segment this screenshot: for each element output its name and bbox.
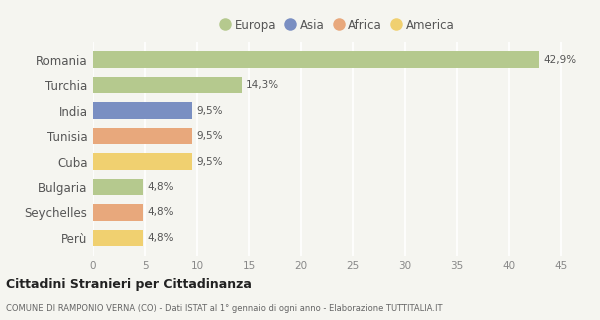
Text: COMUNE DI RAMPONIO VERNA (CO) - Dati ISTAT al 1° gennaio di ogni anno - Elaboraz: COMUNE DI RAMPONIO VERNA (CO) - Dati IST…: [6, 304, 443, 313]
Text: 9,5%: 9,5%: [196, 106, 223, 116]
Bar: [93, 179, 143, 195]
Bar: [93, 204, 143, 221]
Bar: [93, 128, 192, 144]
Legend: Europa, Asia, Africa, America: Europa, Asia, Africa, America: [217, 15, 458, 36]
Text: 9,5%: 9,5%: [196, 156, 223, 166]
Bar: [93, 77, 242, 93]
Text: 42,9%: 42,9%: [544, 55, 577, 65]
Bar: [93, 230, 143, 246]
Text: 4,8%: 4,8%: [147, 207, 173, 218]
Bar: [93, 153, 192, 170]
Text: 9,5%: 9,5%: [196, 131, 223, 141]
Text: 14,3%: 14,3%: [246, 80, 279, 90]
Bar: [93, 51, 539, 68]
Text: 4,8%: 4,8%: [147, 233, 173, 243]
Bar: [93, 102, 192, 119]
Text: 4,8%: 4,8%: [147, 182, 173, 192]
Text: Cittadini Stranieri per Cittadinanza: Cittadini Stranieri per Cittadinanza: [6, 278, 252, 292]
